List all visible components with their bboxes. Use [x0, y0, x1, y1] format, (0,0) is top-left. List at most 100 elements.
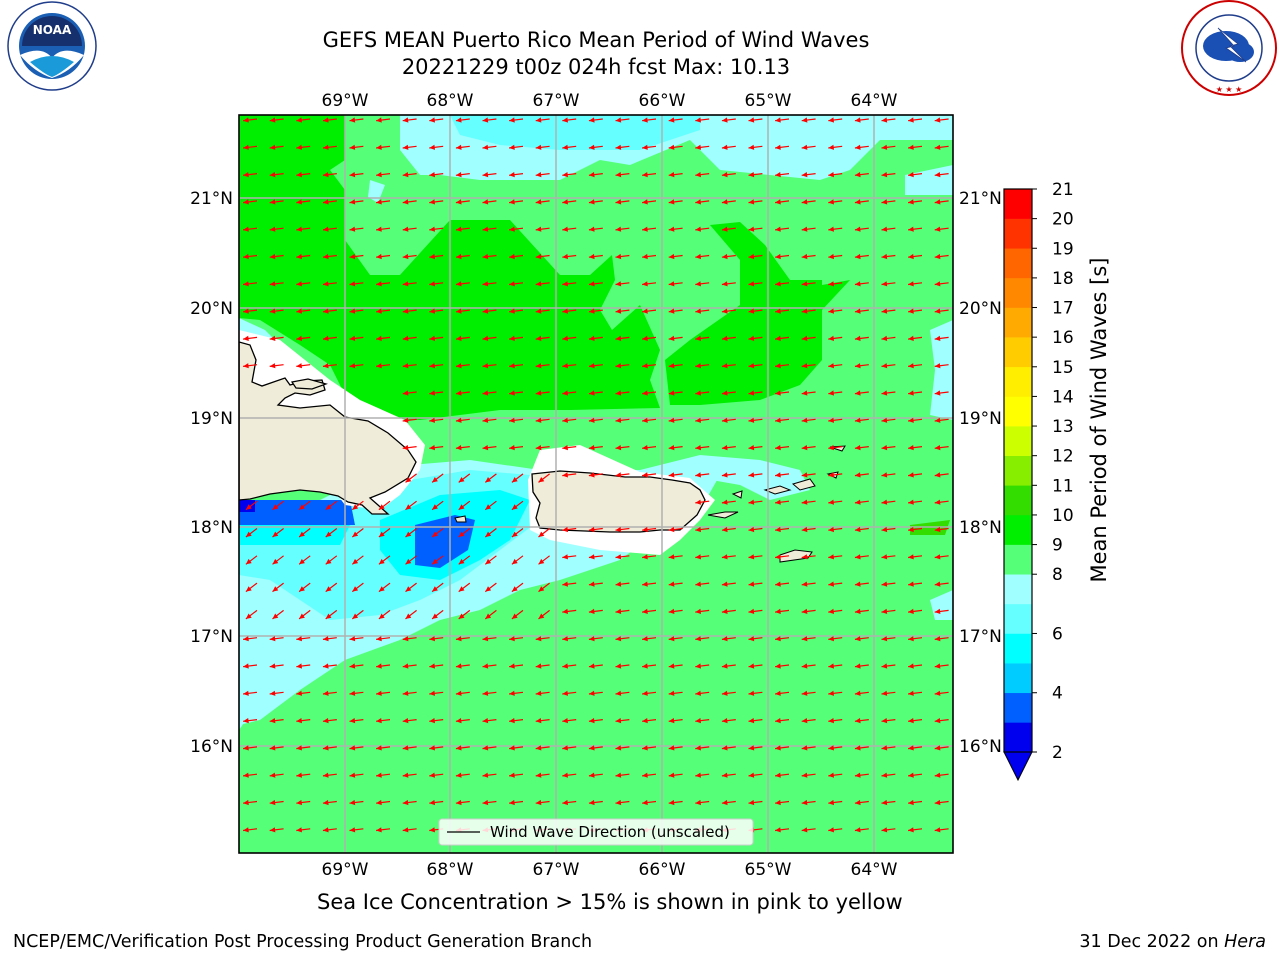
wave-direction-arrowhead — [828, 554, 834, 560]
wave-direction-arrowhead — [245, 613, 252, 619]
contour-4-6-west — [239, 500, 355, 525]
wave-direction-arrowhead — [588, 554, 595, 560]
wave-direction-arrowhead — [801, 472, 808, 478]
wave-direction-arrowhead — [562, 636, 568, 642]
wave-direction-arrowhead — [455, 117, 462, 123]
wave-direction-arrowhead — [349, 308, 356, 314]
footer-date-text: 31 Dec 2022 on — [1079, 932, 1219, 952]
wave-direction-arrowhead — [854, 417, 861, 423]
colorbar-swatch — [1004, 396, 1032, 427]
colorbar-swatch — [1004, 455, 1032, 486]
wave-direction-arrowhead — [405, 477, 412, 483]
wave-direction-arrowhead — [934, 526, 941, 533]
wave-direction-arrowhead — [376, 172, 382, 178]
wave-direction-arrowhead — [668, 581, 675, 587]
colorbar-tick-label: 12 — [1052, 447, 1074, 467]
wave-direction-arrowhead — [243, 827, 249, 833]
wave-direction-arrowhead — [801, 499, 808, 505]
wave-direction-arrowhead — [485, 504, 492, 510]
wave-direction-arrowhead — [269, 363, 276, 369]
wave-direction-arrowhead — [828, 199, 834, 205]
wave-direction-arrowhead — [482, 799, 489, 806]
wave-direction-arrowhead — [352, 504, 359, 510]
wave-direction-arrowhead — [775, 608, 781, 614]
wave-direction-arrowhead — [801, 526, 808, 533]
wave-direction-arrowhead — [775, 172, 781, 178]
contour-2-4-west — [239, 500, 255, 512]
wave-direction-arrowhead — [376, 199, 382, 205]
wave-direction-arrowhead — [801, 718, 808, 724]
wave-direction-arrowhead — [748, 526, 755, 533]
wave-direction-arrowhead — [243, 226, 249, 232]
wave-direction-arrowhead — [376, 745, 382, 751]
wave-direction-arrowhead — [378, 531, 385, 537]
wave-direction-arrowhead — [402, 827, 409, 833]
wave-direction-arrowhead — [455, 445, 462, 451]
wave-direction-arrowhead — [243, 363, 249, 369]
wave-direction-arrowhead — [535, 663, 542, 669]
wave-direction-arrowhead — [721, 690, 728, 696]
wave-direction-arrowhead — [934, 199, 941, 205]
wave-direction-arrowhead — [562, 281, 568, 287]
wave-direction-arrowhead — [775, 417, 781, 423]
wave-direction-arrowhead — [429, 199, 435, 205]
wave-direction-arrowhead — [296, 226, 302, 232]
lon-label-top: 68°W — [427, 91, 474, 111]
wave-direction-arrowhead — [296, 117, 302, 123]
wave-direction-arrowhead — [402, 445, 409, 451]
wave-direction-arrowhead — [854, 581, 861, 587]
wave-direction-arrowhead — [668, 799, 675, 806]
wave-direction-arrowhead — [482, 172, 489, 178]
wave-direction-arrowhead — [482, 663, 489, 669]
wave-direction-arrowhead — [349, 335, 356, 341]
wave-direction-arrowhead — [854, 690, 861, 696]
wave-direction-arrowhead — [775, 718, 781, 724]
wave-direction-arrowhead — [721, 308, 728, 314]
wave-direction-arrowhead — [908, 745, 914, 751]
wave-direction-arrowhead — [509, 144, 515, 150]
wave-direction-arrowhead — [243, 636, 249, 642]
wave-direction-arrowhead — [482, 117, 489, 123]
wave-direction-arrowhead — [881, 363, 888, 369]
wave-direction-arrowhead — [854, 144, 861, 150]
wave-direction-arrowhead — [748, 144, 755, 150]
wave-direction-arrowhead — [854, 226, 861, 232]
contour-10-11-east — [665, 222, 822, 405]
wave-direction-arrowhead — [934, 472, 941, 478]
wave-direction-arrowhead — [908, 718, 914, 724]
wave-direction-arrowhead — [615, 172, 622, 178]
wave-direction-arrowhead — [748, 690, 755, 696]
wave-direction-arrowhead — [775, 636, 781, 642]
wave-direction-arrowhead — [668, 745, 675, 751]
wave-direction-arrowhead — [695, 253, 701, 260]
wave-direction-arrowhead — [349, 281, 356, 287]
wave-direction-arrowhead — [748, 390, 755, 396]
colorbar-tick-label: 14 — [1052, 387, 1074, 407]
wave-direction-arrowhead — [615, 472, 622, 478]
wave-direction-arrowhead — [721, 581, 728, 587]
wave-direction-arrowhead — [432, 558, 438, 565]
wave-direction-arrowhead — [934, 663, 941, 669]
wave-direction-arrowhead — [322, 308, 329, 314]
wave-direction-arrowhead — [429, 226, 435, 232]
contour-6-7-west — [240, 525, 350, 545]
wave-direction-arrowhead — [535, 281, 542, 287]
wave-direction-arrowhead — [775, 554, 781, 560]
wave-direction-arrowhead — [881, 335, 888, 341]
wave-direction-arrowhead — [562, 226, 568, 232]
wave-direction-arrowhead — [352, 613, 359, 619]
footer-date: 31 Dec 2022 on Hera — [1079, 932, 1266, 952]
wave-direction-arrowhead — [322, 718, 329, 724]
wave-direction-arrowhead — [322, 335, 329, 341]
sea-ice-caption: Sea Ice Concentration > 15% is shown in … — [317, 890, 903, 914]
wave-direction-arrowhead — [881, 554, 888, 560]
wave-direction-arrowhead — [509, 663, 515, 669]
wave-direction-arrowhead — [455, 636, 462, 642]
lat-label-right: 20°N — [959, 299, 1002, 319]
wave-direction-arrowhead — [402, 663, 409, 669]
wave-direction-arrowhead — [482, 745, 489, 751]
wave-direction-arrowhead — [695, 417, 701, 423]
wave-direction-arrowhead — [535, 199, 542, 205]
wave-direction-arrowhead — [668, 226, 675, 232]
chart-title: GEFS MEAN Puerto Rico Mean Period of Win… — [322, 28, 870, 52]
